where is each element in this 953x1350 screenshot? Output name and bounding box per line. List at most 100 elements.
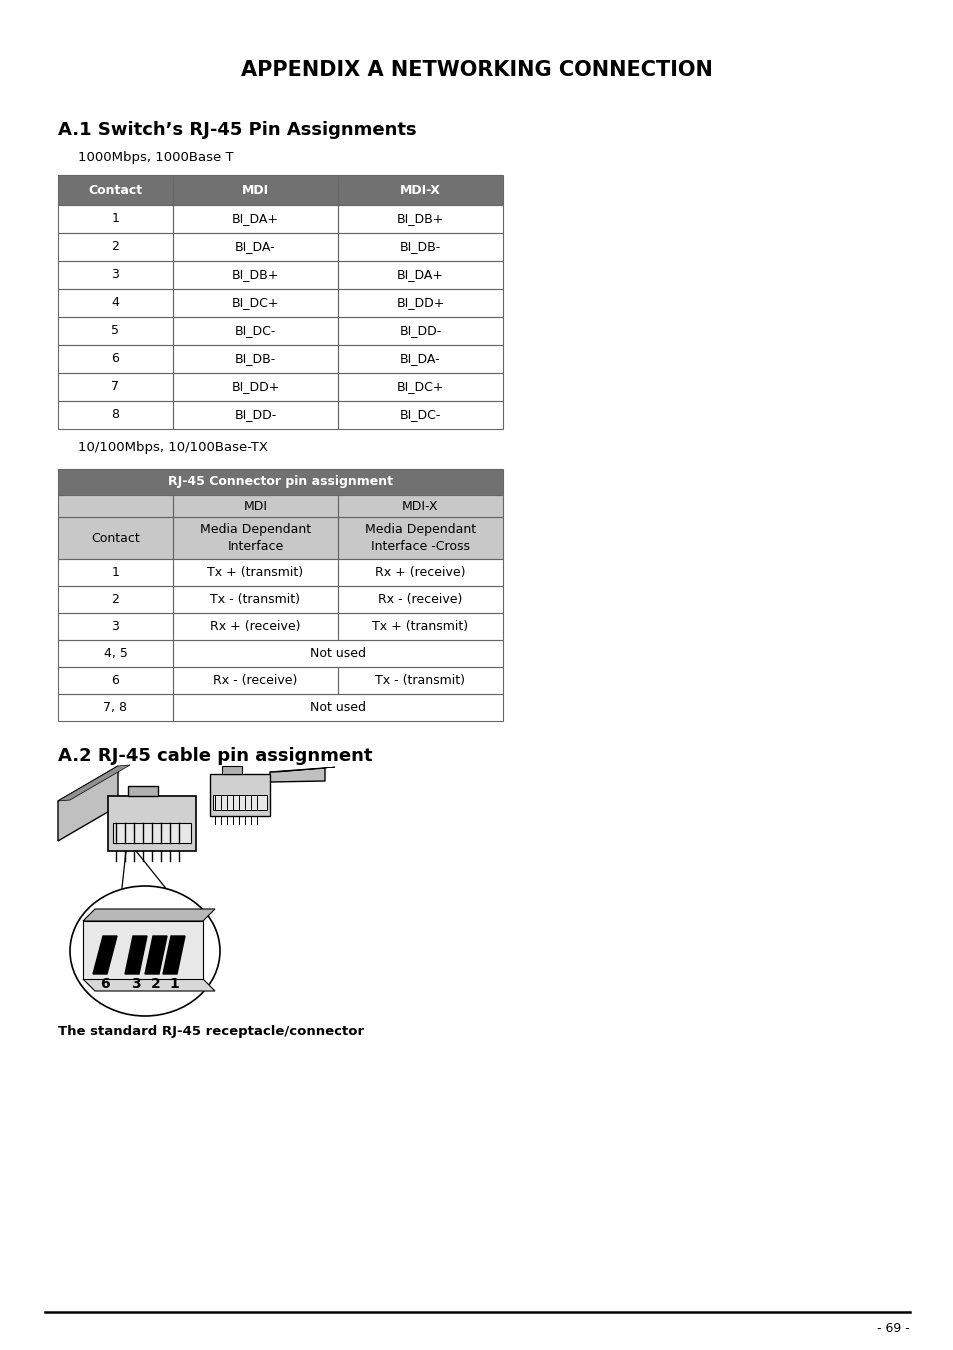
Text: Not used: Not used: [310, 701, 366, 714]
Bar: [172, 517, 337, 559]
Bar: [172, 613, 337, 640]
Text: The standard RJ-45 receptacle/connector: The standard RJ-45 receptacle/connector: [58, 1025, 364, 1038]
Bar: [58, 346, 172, 373]
Bar: [58, 176, 172, 205]
Bar: [58, 667, 172, 694]
Bar: [172, 317, 337, 346]
Text: A.1 Switch’s RJ-45 Pin Assignments: A.1 Switch’s RJ-45 Pin Assignments: [58, 122, 416, 139]
Text: 7, 8: 7, 8: [103, 701, 128, 714]
Bar: [172, 289, 337, 317]
Bar: [222, 765, 242, 774]
Text: 6: 6: [112, 674, 119, 687]
Bar: [58, 289, 172, 317]
Bar: [58, 640, 172, 667]
Text: - 69 -: - 69 -: [877, 1322, 909, 1335]
Bar: [337, 234, 502, 261]
Bar: [172, 176, 337, 205]
Text: MDI: MDI: [242, 184, 269, 197]
Bar: [172, 317, 337, 346]
Bar: [58, 205, 172, 234]
Bar: [337, 176, 502, 205]
Text: Rx - (receive): Rx - (receive): [378, 593, 462, 606]
Bar: [58, 261, 172, 289]
Text: BI_DA-: BI_DA-: [235, 240, 275, 254]
Text: 1: 1: [112, 212, 119, 225]
Text: BI_DC-: BI_DC-: [234, 324, 276, 338]
Text: 5: 5: [112, 324, 119, 338]
Text: Not used: Not used: [310, 647, 366, 660]
Polygon shape: [125, 936, 147, 973]
Bar: [172, 261, 337, 289]
Text: MDI-X: MDI-X: [402, 500, 438, 513]
Text: 2: 2: [151, 977, 161, 991]
Text: 1000Mbps, 1000Base T: 1000Mbps, 1000Base T: [78, 150, 233, 163]
Bar: [58, 468, 502, 495]
Bar: [58, 586, 172, 613]
Bar: [58, 289, 172, 317]
Bar: [337, 401, 502, 429]
Text: BI_DD-: BI_DD-: [399, 324, 441, 338]
Bar: [112, 824, 191, 842]
Bar: [337, 586, 502, 613]
Text: BI_DD-: BI_DD-: [234, 409, 276, 421]
Polygon shape: [58, 765, 130, 801]
Text: MDI-X: MDI-X: [399, 184, 440, 197]
Bar: [172, 289, 337, 317]
Bar: [337, 401, 502, 429]
Text: BI_DA+: BI_DA+: [396, 269, 443, 282]
Text: Tx + (transmit): Tx + (transmit): [207, 566, 303, 579]
Text: MDI: MDI: [243, 500, 267, 513]
Bar: [172, 205, 337, 234]
Polygon shape: [92, 936, 117, 973]
Bar: [337, 346, 502, 373]
Bar: [58, 176, 172, 205]
Bar: [58, 694, 172, 721]
Bar: [58, 468, 502, 495]
Bar: [337, 346, 502, 373]
Text: BI_DB-: BI_DB-: [399, 240, 440, 254]
Bar: [58, 495, 172, 517]
Bar: [210, 774, 270, 815]
Bar: [337, 261, 502, 289]
Text: BI_DA+: BI_DA+: [232, 212, 278, 225]
Bar: [172, 346, 337, 373]
Bar: [172, 205, 337, 234]
Text: 2: 2: [112, 593, 119, 606]
Text: 6: 6: [112, 352, 119, 366]
Text: 7: 7: [112, 381, 119, 393]
Bar: [58, 401, 172, 429]
Bar: [58, 346, 172, 373]
Text: BI_DC+: BI_DC+: [396, 381, 444, 393]
Text: 3: 3: [112, 620, 119, 633]
Polygon shape: [163, 936, 185, 973]
Bar: [172, 586, 337, 613]
Text: 4, 5: 4, 5: [104, 647, 128, 660]
Polygon shape: [270, 767, 335, 772]
Text: 3: 3: [132, 977, 141, 991]
Bar: [172, 613, 337, 640]
Text: BI_DB+: BI_DB+: [232, 269, 279, 282]
Bar: [172, 640, 502, 667]
Bar: [128, 786, 158, 796]
Bar: [337, 559, 502, 586]
Bar: [172, 373, 337, 401]
Text: 4: 4: [112, 297, 119, 309]
Text: Rx + (receive): Rx + (receive): [210, 620, 300, 633]
Text: Media Dependant
Interface -Cross: Media Dependant Interface -Cross: [365, 524, 476, 552]
Bar: [58, 640, 172, 667]
Bar: [337, 261, 502, 289]
Bar: [172, 559, 337, 586]
Text: Contact: Contact: [91, 532, 140, 544]
Polygon shape: [270, 768, 325, 782]
Bar: [58, 317, 172, 346]
Bar: [337, 613, 502, 640]
Bar: [58, 373, 172, 401]
Bar: [172, 694, 502, 721]
Bar: [337, 613, 502, 640]
Polygon shape: [83, 909, 214, 921]
Text: Tx - (transmit): Tx - (transmit): [375, 674, 465, 687]
Text: BI_DC+: BI_DC+: [232, 297, 279, 309]
Text: 8: 8: [112, 409, 119, 421]
Bar: [337, 373, 502, 401]
Bar: [58, 495, 172, 517]
